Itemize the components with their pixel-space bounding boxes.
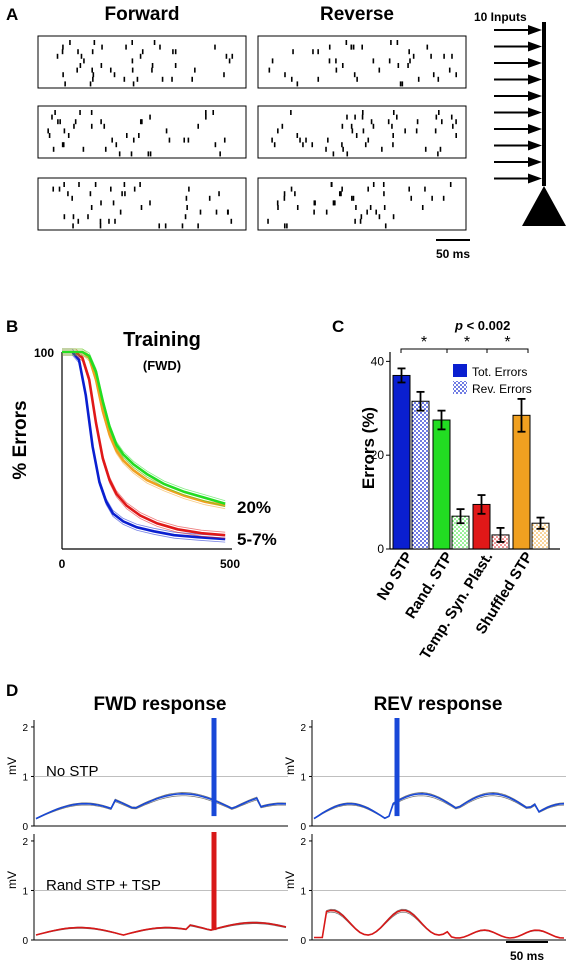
- trace-y-tick-label: 1: [22, 886, 28, 897]
- raster-box: [257, 35, 467, 89]
- row-label-no-stp: No STP: [46, 763, 99, 780]
- y-tick-100: 100: [34, 346, 54, 360]
- synapse-arrow: [528, 173, 542, 184]
- raster-box: [37, 35, 247, 89]
- voltage-traces: 0 1 2 mV 0 1 2 mV 0 1 2 mV 0 1 2 mV: [5, 718, 566, 947]
- raster-box: [37, 105, 247, 159]
- trace-y-label: mV: [5, 757, 19, 775]
- y-tick-label-c: 20: [371, 448, 385, 462]
- training-curves: [62, 348, 226, 543]
- legend-label-tot: Tot. Errors: [472, 365, 527, 379]
- synapse-arrow: [528, 157, 542, 167]
- panel-label-a: A: [6, 5, 18, 24]
- raster-box: [257, 177, 467, 231]
- curve-shadow: [62, 354, 226, 510]
- y-axis-label-b: % Errors: [10, 400, 31, 479]
- bar-tot-errors: [512, 414, 531, 550]
- synapse-arrow: [528, 124, 542, 134]
- neuron-diagram: [494, 22, 566, 226]
- significance-bracket: [486, 348, 529, 353]
- curve-shadow: [62, 348, 226, 533]
- training-subtitle: (FWD): [143, 358, 181, 373]
- y-axis-label-c: Errors (%): [359, 407, 378, 489]
- trace-y-tick-label: 1: [300, 772, 306, 783]
- scale-label-a: 50 ms: [436, 247, 470, 261]
- trace-y-tick-label: 1: [300, 886, 306, 897]
- synapse-arrow: [528, 140, 542, 151]
- legend-label-rev: Rev. Errors: [472, 382, 532, 396]
- legend-swatch-rev: [453, 381, 467, 394]
- training-title: Training: [123, 329, 201, 351]
- scale-label-d: 50 ms: [510, 949, 544, 963]
- voltage-trace: [35, 792, 287, 820]
- trace-y-tick-label: 2: [300, 723, 306, 734]
- training-curve: [62, 350, 226, 537]
- reverse-title: Reverse: [320, 4, 394, 25]
- soma-shape: [522, 186, 566, 226]
- trace-y-tick-label: 1: [22, 772, 28, 783]
- significance-star: *: [464, 334, 470, 351]
- curve-shadow: [62, 354, 226, 508]
- voltage-trace: [35, 795, 287, 820]
- spike-band: [394, 718, 400, 817]
- raster-plots: [37, 35, 467, 231]
- bar-tot-errors: [392, 374, 411, 550]
- trace-y-tick-label: 0: [22, 822, 28, 833]
- panel-label-d: D: [6, 681, 18, 700]
- legend: Tot. Errors Rev. Errors: [453, 364, 532, 396]
- spike-band: [211, 832, 217, 931]
- training-curve: [62, 350, 226, 541]
- trace-y-tick-label: 2: [22, 723, 28, 734]
- synapse-arrow: [528, 41, 542, 52]
- trace-y-label: mV: [283, 871, 297, 889]
- voltage-trace: [313, 795, 565, 820]
- rev-response-title: REV response: [374, 694, 503, 715]
- x-tick-0: 0: [59, 557, 66, 571]
- trace-y-tick-label: 2: [300, 837, 306, 848]
- p-value: p < 0.002: [454, 318, 510, 333]
- forward-title: Forward: [105, 4, 180, 25]
- significance-star: *: [504, 334, 510, 351]
- panel-label-c: C: [332, 317, 344, 336]
- trace-y-label: mV: [283, 757, 297, 775]
- trace-y-tick-label: 2: [22, 837, 28, 848]
- voltage-trace: [35, 923, 287, 936]
- bar-tot-errors: [432, 419, 451, 550]
- bar-rev-errors: [411, 400, 430, 550]
- annotation-20pct: 20%: [237, 498, 271, 517]
- annotation-5-7pct: 5-7%: [237, 530, 277, 549]
- y-tick-label-c: 40: [371, 354, 385, 368]
- panel-label-b: B: [6, 317, 18, 336]
- category-label: No STP: [374, 549, 417, 603]
- trace-y-tick-label: 0: [22, 936, 28, 947]
- curve-shadow: [62, 354, 226, 539]
- row-label-rand-stp-tsp: Rand STP + TSP: [46, 877, 161, 894]
- synapse-arrow: [528, 74, 542, 85]
- training-curve: [62, 350, 226, 505]
- legend-swatch-tot: [453, 364, 467, 377]
- synapse-arrow: [528, 58, 542, 68]
- curve-shadow: [62, 348, 226, 537]
- voltage-trace: [35, 921, 287, 936]
- trace-y-tick-label: 0: [300, 936, 306, 947]
- significance-star: *: [421, 334, 427, 351]
- raster-box: [37, 177, 247, 231]
- inputs-label: 10 Inputs: [474, 10, 527, 24]
- fwd-response-title: FWD response: [93, 694, 226, 715]
- voltage-trace: [314, 909, 565, 939]
- trace-y-tick-label: 0: [300, 822, 306, 833]
- category-label: Temp. Syn. Plast.: [417, 549, 497, 662]
- y-tick-label-c: 0: [377, 542, 384, 556]
- synapse-arrow: [528, 107, 542, 118]
- synapse-arrow: [528, 91, 542, 101]
- synapse-arrow: [528, 25, 542, 35]
- voltage-trace: [313, 792, 565, 820]
- x-tick-500: 500: [220, 557, 240, 571]
- trace-y-label: mV: [5, 871, 19, 889]
- spike-band: [211, 718, 217, 817]
